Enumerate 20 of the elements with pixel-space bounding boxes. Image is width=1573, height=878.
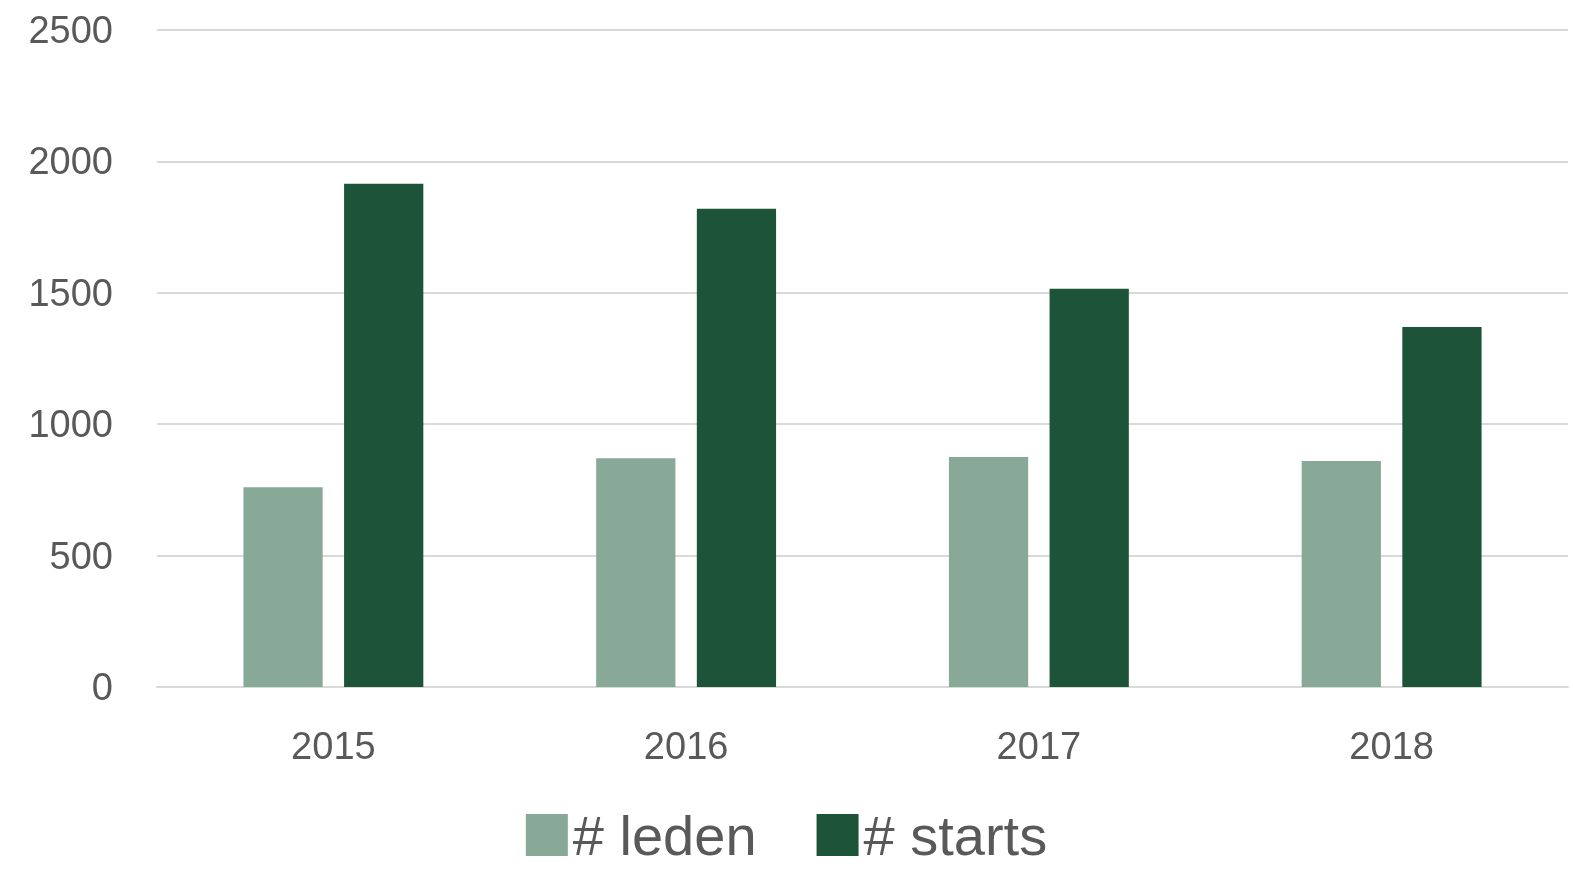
bar (696, 208, 777, 687)
y-tick-label: 1500 (28, 271, 113, 314)
bar (1402, 326, 1482, 687)
x-tick-label: 2018 (1349, 725, 1434, 767)
bar (243, 487, 323, 687)
legend-label: # starts (863, 803, 1048, 867)
y-tick-label: 500 (49, 534, 113, 577)
legend-label: # leden (572, 803, 757, 867)
x-tick-label: 2015 (291, 725, 376, 767)
bar (344, 183, 424, 687)
bar (596, 458, 676, 687)
y-tick-label: 2500 (28, 9, 113, 51)
y-tick-label: 1000 (28, 403, 113, 446)
x-tick-label: 2017 (996, 725, 1082, 767)
bar (948, 457, 1029, 687)
x-tick-label: 2016 (643, 725, 729, 767)
bar (1301, 460, 1381, 687)
y-tick-label: 2000 (28, 140, 113, 183)
bar (1049, 288, 1129, 687)
y-tick-label: 0 (91, 666, 113, 708)
